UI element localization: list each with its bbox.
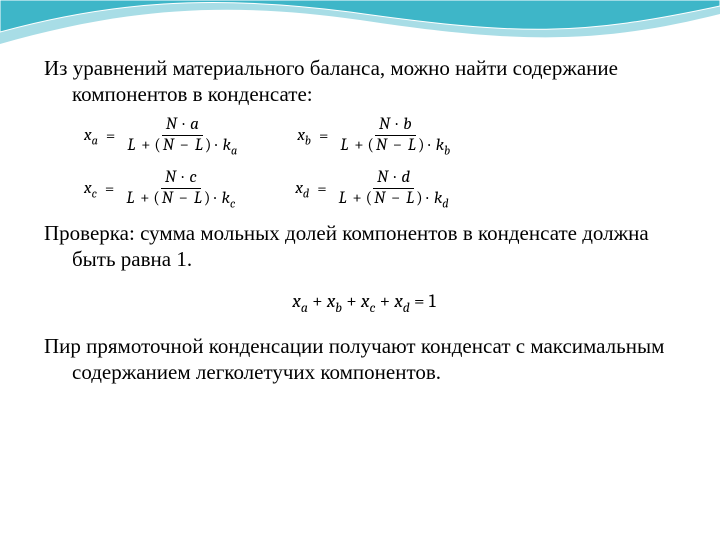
- equations-block: xa = N · a L + (N − L) · ka xb = N · b L…: [44, 115, 684, 211]
- equation-xb: xb = N · b L + (N − L) · kb: [297, 115, 454, 158]
- equation-xc: xc = N · c L + (N − L) · kc: [84, 168, 239, 211]
- paragraph-conclusion: Пир прямоточной конденсации получают кон…: [44, 334, 684, 385]
- equation-xd: xd = N · d L + (N − L) · kd: [295, 168, 452, 211]
- equation-row-2: xc = N · c L + (N − L) · kc xd = N · d L…: [44, 168, 684, 211]
- equation-xa: xa = N · a L + (N − L) · ka: [84, 115, 241, 158]
- sum-equation: xa + xb + xc + xd = 1: [44, 290, 684, 316]
- slide-content: Из уравнений материального баланса, можн…: [44, 56, 684, 389]
- decorative-wave: [0, 0, 720, 56]
- paragraph-check: Проверка: сумма мольных долей компоненто…: [44, 221, 684, 272]
- equation-row-1: xa = N · a L + (N − L) · ka xb = N · b L…: [44, 115, 684, 158]
- paragraph-intro: Из уравнений материального баланса, можн…: [44, 56, 684, 107]
